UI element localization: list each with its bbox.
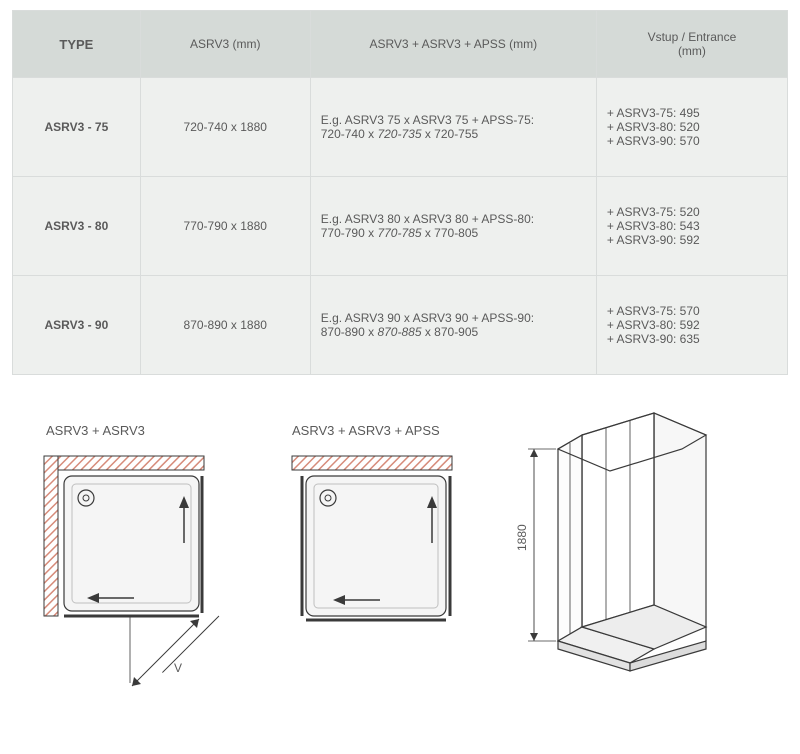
row-asrv3: 770-790 x 1880 [140,177,310,276]
row-label: ASRV3 - 75 [13,78,141,177]
v-label: V [174,661,182,675]
table-header-row: TYPE ASRV3 (mm) ASRV3 + ASRV3 + APSS (mm… [13,11,788,78]
diagram-title-1: ASRV3 + ASRV3 [46,423,244,438]
th-combo: ASRV3 + ASRV3 + APSS (mm) [310,11,596,78]
iso-diagram: 1880 [506,395,726,685]
plan-svg-1: V [34,448,244,688]
plan-diagram-1: ASRV3 + ASRV3 [34,423,244,688]
plan-diagram-2: ASRV3 + ASRV3 + APSS [280,423,470,648]
diagram-row: ASRV3 + ASRV3 [12,423,788,688]
th-entrance: Vstup / Entrance (mm) [596,11,787,78]
row-asrv3: 870-890 x 1880 [140,276,310,375]
row-combo: E.g. ASRV3 75 x ASRV3 75 + APSS-75: 720-… [310,78,596,177]
row-label: ASRV3 - 80 [13,177,141,276]
row-label: ASRV3 - 90 [13,276,141,375]
row-entrance: + ASRV3-75: 520 + ASRV3-80: 543 + ASRV3-… [596,177,787,276]
row-asrv3: 720-740 x 1880 [140,78,310,177]
table-row: ASRV3 - 80 770-790 x 1880 E.g. ASRV3 80 … [13,177,788,276]
table-row: ASRV3 - 90 870-890 x 1880 E.g. ASRV3 90 … [13,276,788,375]
th-asrv3: ASRV3 (mm) [140,11,310,78]
row-entrance: + ASRV3-75: 495 + ASRV3-80: 520 + ASRV3-… [596,78,787,177]
th-type: TYPE [13,11,141,78]
iso-svg: 1880 [506,395,726,685]
row-combo: E.g. ASRV3 80 x ASRV3 80 + APSS-80: 770-… [310,177,596,276]
plan-svg-2 [280,448,470,648]
spec-table: TYPE ASRV3 (mm) ASRV3 + ASRV3 + APSS (mm… [12,10,788,375]
iso-height-label: 1880 [515,524,529,551]
table-row: ASRV3 - 75 720-740 x 1880 E.g. ASRV3 75 … [13,78,788,177]
row-combo: E.g. ASRV3 90 x ASRV3 90 + APSS-90: 870-… [310,276,596,375]
row-entrance: + ASRV3-75: 570 + ASRV3-80: 592 + ASRV3-… [596,276,787,375]
diagram-title-2: ASRV3 + ASRV3 + APSS [292,423,470,438]
